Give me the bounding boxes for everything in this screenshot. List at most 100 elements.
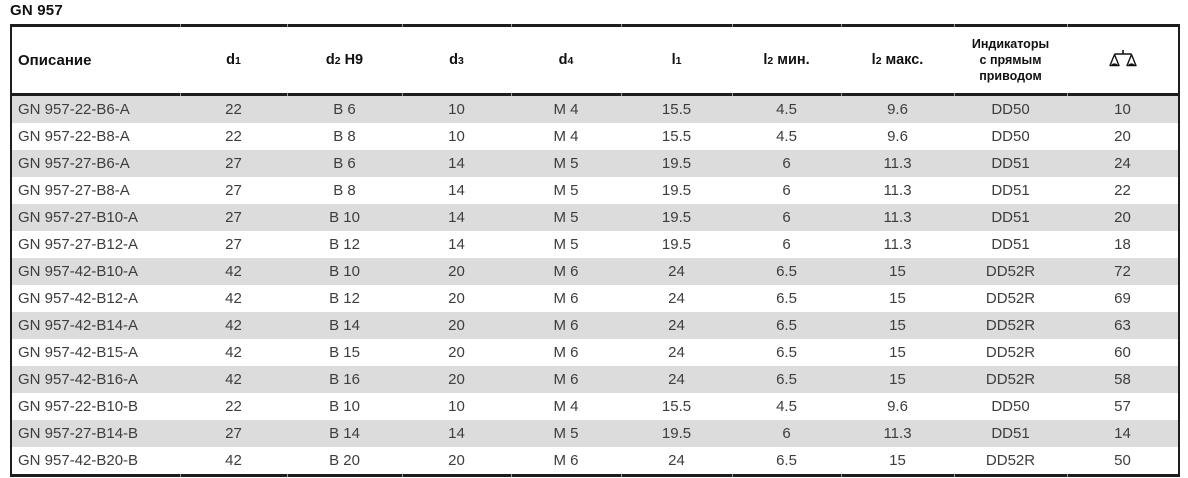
column-divider-notch [621,93,622,96]
col-header-d3: d3 [402,25,511,96]
column-divider-notch [287,93,288,96]
cell-l2-min: 6 [782,425,791,442]
cell-indicator: DD52R [985,263,1036,280]
cell-d3: 10 [448,398,465,415]
cell-d2: B 16 [329,371,360,388]
cell-d2: B 10 [329,263,360,280]
cell-d1: 27 [225,182,242,199]
table-row: GN 957-22-B10-B 22 B 10 10 M 4 15.5 4.5 … [11,393,1179,420]
cell-d1: 42 [225,371,242,388]
cell-description: GN 957-27-B12-A [18,236,139,253]
table-row: GN 957-27-B6-A 27 B 6 14 M 5 19.5 6 11.3… [11,150,1179,177]
column-divider-notch [180,24,181,27]
col-header-label: Индикаторы с прямым приводом [971,36,1050,84]
cell-weight: 18 [1114,236,1131,253]
cell-d4: M 6 [553,344,579,361]
cell-weight: 10 [1114,101,1131,118]
table-row: GN 957-27-B8-A 27 B 8 14 M 5 19.5 6 11.3… [11,177,1179,204]
cell-d2: B 6 [333,155,356,172]
cell-d1: 42 [225,263,242,280]
cell-l1: 24 [668,317,685,334]
cell-l2-max: 11.3 [883,425,912,442]
table-frame: Описание d1 d2 H9 d3 d4 l1 l2 мин. l2 макс.… [10,24,1180,477]
column-divider-notch [954,474,955,477]
col-header-d2-h9: d2 H9 [287,25,402,96]
cell-d3: 14 [448,209,465,226]
cell-l1: 19.5 [661,182,692,199]
cell-description: GN 957-42-B12-A [18,290,139,307]
cell-l2-max: 11.3 [883,155,912,172]
cell-l1: 19.5 [661,425,692,442]
col-header-label: Описание [18,51,92,69]
column-divider-notch [287,24,288,27]
table-row: GN 957-27-B12-A 27 B 12 14 M 5 19.5 6 11… [11,231,1179,258]
spec-table: Описание d1 d2 H9 d3 d4 l1 l2 мин. l2 макс.… [10,24,1180,477]
cell-d1: 42 [225,317,242,334]
cell-d4: M 5 [553,209,579,226]
cell-l1: 15.5 [661,101,692,118]
cell-l1: 15.5 [661,128,692,145]
table-row: GN 957-42-B15-A 42 B 15 20 M 6 24 6.5 15… [11,339,1179,366]
cell-l2-min: 4.5 [776,101,797,118]
cell-weight: 14 [1114,425,1131,442]
cell-l2-max: 9.6 [887,101,908,118]
column-divider-notch [402,93,403,96]
cell-d4: M 6 [553,371,579,388]
cell-description: GN 957-27-B6-A [18,155,130,172]
cell-weight: 60 [1114,344,1131,361]
table-row: GN 957-22-B8-A 22 B 8 10 M 4 15.5 4.5 9.… [11,123,1179,150]
cell-l1: 24 [668,371,685,388]
cell-d2: B 10 [329,209,360,226]
cell-d3: 14 [448,182,465,199]
cell-indicator: DD50 [991,101,1030,118]
cell-d1: 22 [225,128,242,145]
cell-weight: 63 [1114,317,1131,334]
cell-d2: B 10 [329,398,360,415]
cell-indicator: DD52R [985,452,1036,469]
cell-indicator: DD51 [991,155,1030,172]
cell-description: GN 957-42-B16-A [18,371,139,388]
column-divider-notch [402,474,403,477]
cell-description: GN 957-42-B10-A [18,263,139,280]
column-divider-notch [511,24,512,27]
cell-l2-min: 6 [782,209,791,226]
cell-l2-min: 6.5 [776,452,797,469]
cell-d1: 42 [225,452,242,469]
cell-l2-max: 9.6 [887,128,908,145]
cell-l2-min: 4.5 [776,128,797,145]
cell-d3: 20 [448,371,465,388]
cell-indicator: DD51 [991,425,1030,442]
cell-d1: 42 [225,290,242,307]
table-row: GN 957-42-B12-A 42 B 12 20 M 6 24 6.5 15… [11,285,1179,312]
header-row: Описание d1 d2 H9 d3 d4 l1 l2 мин. l2 макс.… [11,25,1179,96]
column-divider-notch [621,24,622,27]
cell-l1: 24 [668,290,685,307]
cell-description: GN 957-27-B10-A [18,209,139,226]
table-header: Описание d1 d2 H9 d3 d4 l1 l2 мин. l2 макс.… [11,25,1179,96]
col-header-indicators: Индикаторы с прямым приводом [954,25,1067,96]
table-row: GN 957-27-B14-B 27 B 14 14 M 5 19.5 6 11… [11,420,1179,447]
table-row: GN 957-42-B16-A 42 B 16 20 M 6 24 6.5 15… [11,366,1179,393]
column-divider-notch [402,24,403,27]
cell-d4: M 5 [553,425,579,442]
cell-l2-min: 6 [782,182,791,199]
cell-indicator: DD50 [991,398,1030,415]
cell-indicator: DD51 [991,236,1030,253]
cell-l2-max: 11.3 [883,209,912,226]
cell-weight: 22 [1114,182,1131,199]
col-header-l2-max: l2 макс. [841,25,954,96]
column-divider-notch [732,24,733,27]
cell-d2: B 14 [329,317,360,334]
cell-d1: 22 [225,101,242,118]
cell-weight: 20 [1114,128,1131,145]
page-title: GN 957 [10,2,63,19]
cell-l2-max: 15 [889,452,906,469]
cell-d4: M 6 [553,317,579,334]
cell-l2-min: 4.5 [776,398,797,415]
cell-l2-min: 6.5 [776,371,797,388]
cell-d1: 27 [225,236,242,253]
cell-d4: M 5 [553,182,579,199]
cell-weight: 72 [1114,263,1131,280]
cell-description: GN 957-22-B10-B [18,398,139,415]
cell-l2-max: 15 [889,290,906,307]
